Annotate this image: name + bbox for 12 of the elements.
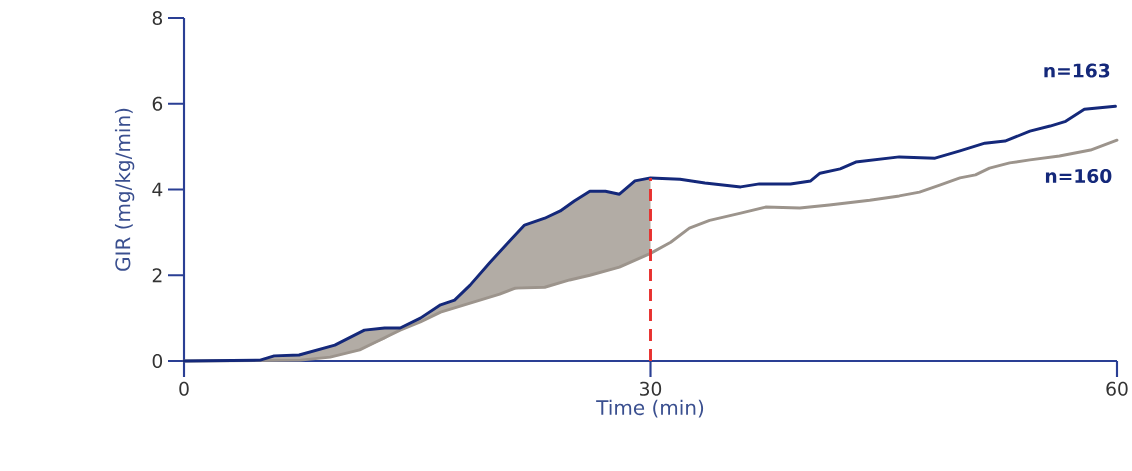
x-tick-label: 30	[640, 381, 662, 396]
y-tick-label: 0	[152, 353, 163, 369]
y-axis-title: GIR (mg/kg/min)	[114, 108, 135, 271]
series-label: n=163	[1044, 63, 1110, 78]
x-tick-label: 0	[179, 381, 189, 396]
x-axis-title: Time (min)	[596, 399, 704, 418]
series-label: n=160	[1045, 168, 1112, 184]
y-tick-label: 2	[152, 268, 162, 283]
y-tick-label: 8	[152, 10, 163, 26]
x-tick-label: 60	[1106, 381, 1128, 396]
y-tick-label: 4	[152, 182, 163, 197]
y-tick-label: 6	[152, 96, 163, 111]
